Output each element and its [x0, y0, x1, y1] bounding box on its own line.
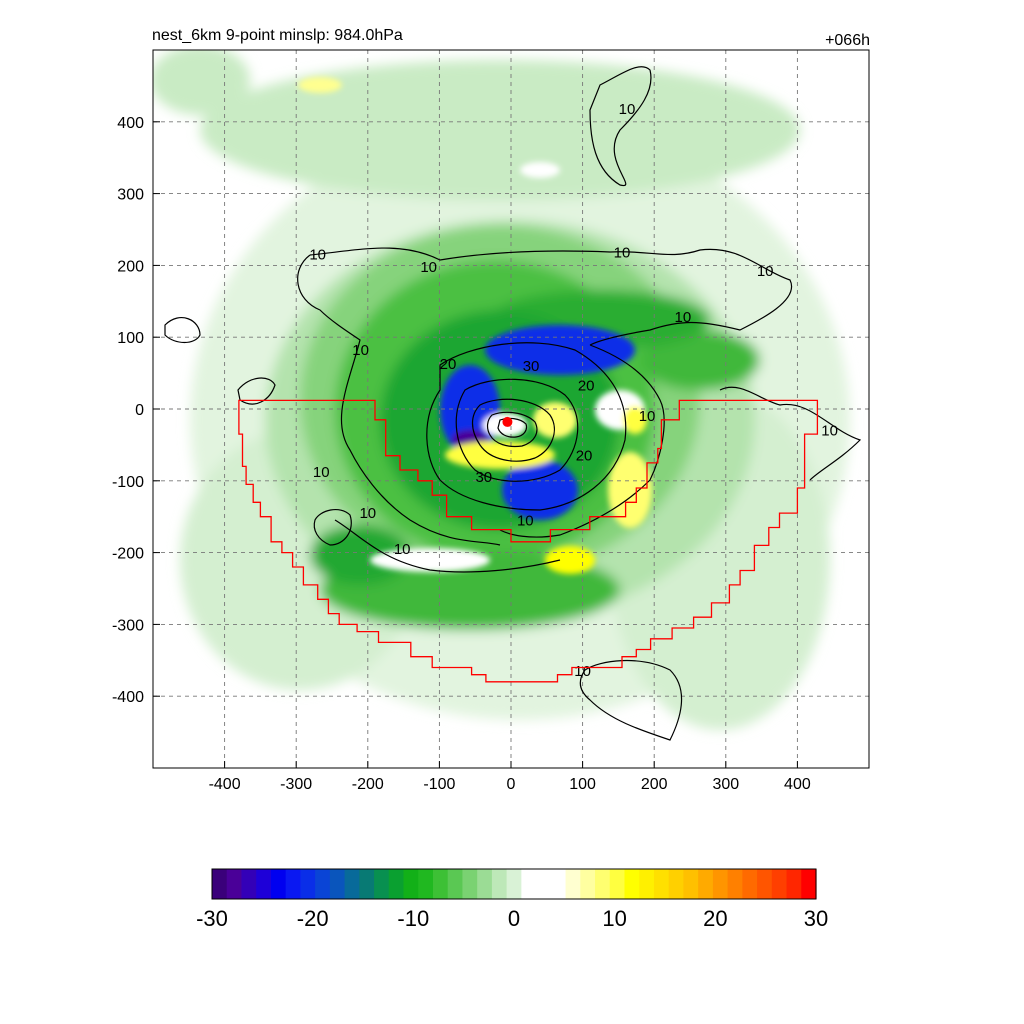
colorbar-swatch	[668, 869, 685, 899]
colorbar-frame	[211, 868, 817, 900]
colorbar-swatch	[653, 869, 670, 899]
colorbar-swatch	[506, 869, 522, 899]
y-axis: 400 300 200 100 0 -100 -200 -300 -400	[112, 115, 160, 706]
y-tick-label: 400	[117, 115, 144, 132]
colorbar-tick-label: 10	[602, 906, 626, 931]
x-axis: -400 -300 -200 -100 0 100 200 300 400	[209, 761, 811, 793]
colorbar-swatch	[388, 869, 405, 899]
domain-boundary	[238, 399, 819, 683]
x-tick-label: -100	[423, 776, 455, 793]
contour-label: 10	[757, 263, 774, 280]
contour-label: 10	[394, 541, 411, 558]
colorbar-swatch	[727, 869, 743, 899]
colorbar-swatch	[595, 869, 611, 899]
colorbar-swatch	[256, 869, 272, 899]
forecast-hour-label: +066h	[825, 32, 870, 49]
colorbar-swatch	[315, 869, 331, 899]
colorbar-swatch	[639, 869, 655, 899]
colorbar-swatch	[536, 869, 552, 899]
colorbar-tick-label: -20	[297, 906, 329, 931]
colorbar-swatch	[241, 869, 257, 899]
colorbar-swatch	[270, 869, 287, 899]
colorbar-tick-label: 0	[508, 906, 520, 931]
colorbar-swatch	[712, 869, 729, 899]
contour-label: 10	[639, 408, 656, 425]
colorbar-swatch	[329, 869, 346, 899]
contour-label: 10	[674, 309, 691, 326]
colorbar-swatch	[521, 869, 537, 899]
contour-label: 10	[420, 259, 437, 276]
colorbar-swatch	[300, 869, 316, 899]
x-tick-label: 200	[641, 776, 668, 793]
contour-label: 30	[475, 469, 492, 486]
contour-labels: 10 10 10 10 10 10 10 10 10 10 10 10 10 10 20 30 20 20 30	[309, 101, 838, 680]
shaded-field	[153, 50, 869, 768]
x-tick-label: -300	[280, 776, 312, 793]
colorbar-swatch	[226, 869, 243, 899]
colorbar-swatch	[212, 869, 228, 899]
storm-center-marker	[502, 416, 513, 427]
colorbar-swatch	[491, 869, 508, 899]
colorbar-tick-label: -10	[397, 906, 429, 931]
colorbar-swatch	[285, 869, 301, 899]
colorbar-swatch	[359, 869, 375, 899]
x-tick-label: 100	[569, 776, 596, 793]
x-tick-label: 400	[784, 776, 811, 793]
y-tick-label: 300	[117, 187, 144, 204]
colorbar-swatch	[432, 869, 449, 899]
colorbar-swatch	[742, 869, 758, 899]
colorbar-swatch	[477, 869, 493, 899]
colorbar-swatch	[683, 869, 699, 899]
y-tick-label: -400	[112, 689, 144, 706]
colorbar-swatch	[447, 869, 464, 899]
contour-label: 20	[578, 377, 595, 394]
contour-label: 10	[821, 423, 838, 440]
colorbar-swatch	[374, 869, 390, 899]
colorbar-swatch	[757, 869, 773, 899]
colorbar-swatch	[786, 869, 802, 899]
contour-label: 10	[574, 663, 591, 680]
contour-label: 30	[523, 358, 540, 375]
contour-label: 10	[313, 464, 330, 481]
colorbar-swatch	[580, 869, 596, 899]
colorbar-swatch	[550, 869, 567, 899]
colorbar-swatch	[609, 869, 626, 899]
contour-label: 20	[576, 448, 593, 465]
colorbar-tick-label: 30	[804, 906, 828, 931]
colorbar-swatch	[344, 869, 360, 899]
colorbar-tick-label: -30	[196, 906, 228, 931]
y-tick-label: 100	[117, 330, 144, 347]
colorbar-tick-label: 20	[703, 906, 727, 931]
contour-label: 10	[309, 247, 326, 264]
contour-label: 10	[614, 244, 631, 261]
contour-label: 10	[352, 342, 369, 359]
y-tick-label: -100	[112, 474, 144, 491]
contour-label: 10	[517, 512, 534, 529]
x-tick-label: 300	[712, 776, 739, 793]
colorbar-swatch	[403, 869, 419, 899]
colorbar-swatch	[418, 869, 434, 899]
colorbar-swatch	[698, 869, 714, 899]
colorbar-swatch	[565, 869, 581, 899]
contour-label: 10	[359, 505, 376, 522]
colorbar-swatch	[801, 869, 817, 899]
y-tick-label: -300	[112, 617, 144, 634]
colorbar-swatch	[462, 869, 478, 899]
colorbar-swatch	[771, 869, 788, 899]
x-tick-label: -200	[352, 776, 384, 793]
contour-lines	[164, 66, 862, 741]
x-tick-label: 0	[507, 776, 516, 793]
y-tick-label: -200	[112, 546, 144, 563]
contour-label: 10	[619, 101, 636, 118]
colorbar-swatch	[624, 869, 640, 899]
y-tick-label: 200	[117, 258, 144, 275]
plot-title: nest_6km 9-point minslp: 984.0hPa	[152, 27, 403, 44]
contour-label: 20	[440, 356, 457, 373]
colorbar: -30 -20 -10 0 10 20 30	[196, 868, 828, 931]
x-tick-label: -400	[209, 776, 241, 793]
y-tick-label: 0	[135, 402, 144, 419]
